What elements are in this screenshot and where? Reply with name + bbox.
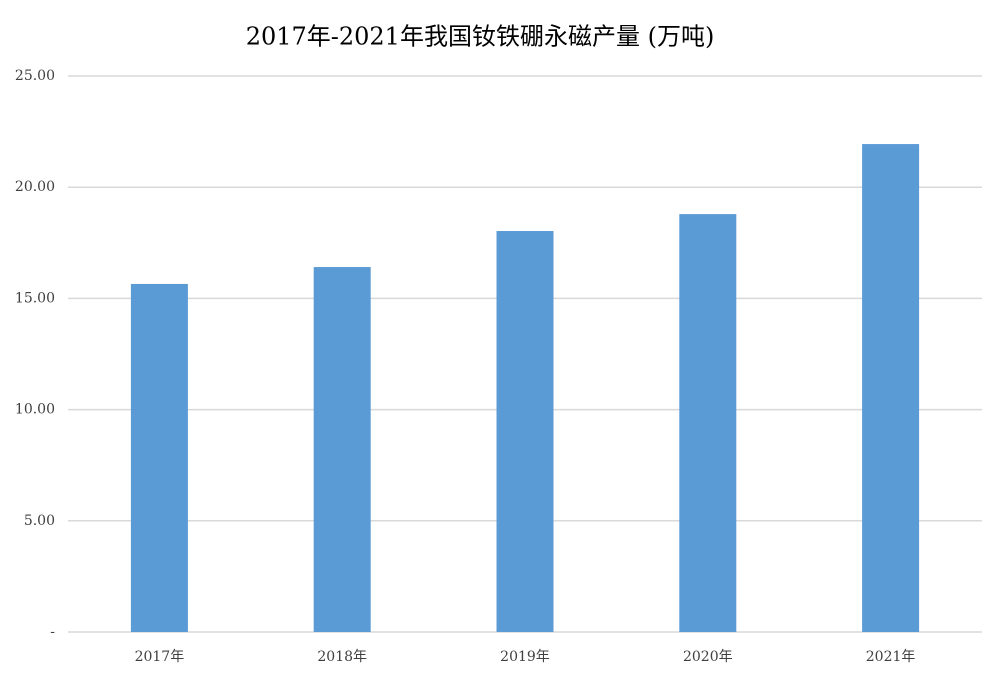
y-tick-label: - (50, 624, 55, 640)
x-tick-label: 2018年 (317, 649, 367, 665)
y-tick-label: 15.00 (15, 290, 55, 306)
x-tick-label: 2019年 (500, 649, 550, 665)
bar (313, 267, 371, 632)
chart-title: 2017年-2021年我国钕铁硼永磁产量 (万吨) (246, 23, 715, 51)
y-tick-label: 20.00 (15, 179, 55, 195)
y-tick-label: 10.00 (15, 402, 55, 418)
bar (679, 214, 737, 632)
bar (130, 283, 188, 632)
bar (862, 144, 920, 633)
x-tick-label: 2021年 (866, 649, 916, 665)
y-tick-label: 5.00 (24, 513, 55, 529)
x-tick-label: 2017年 (135, 649, 185, 665)
bar (496, 231, 554, 632)
x-tick-label: 2020年 (683, 649, 733, 665)
y-tick-label: 25.00 (15, 68, 55, 84)
